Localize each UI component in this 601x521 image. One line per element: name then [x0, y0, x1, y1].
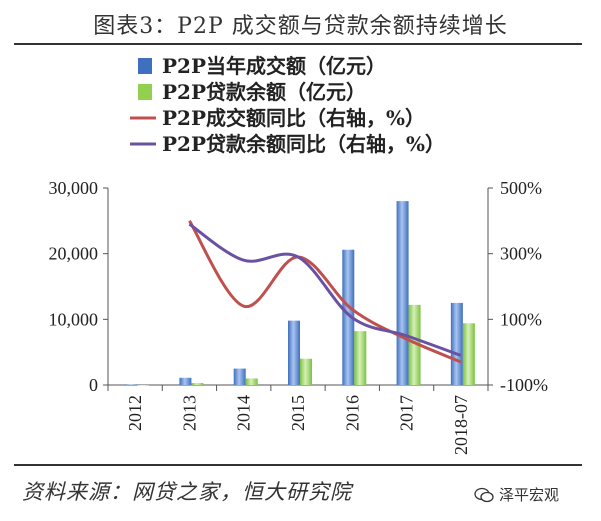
y-right-tick-label: 500% — [500, 178, 542, 198]
bar-loan-balance — [245, 378, 258, 385]
bar-loan-balance — [191, 383, 204, 385]
x-tick-label: 2015 — [288, 395, 308, 431]
bar-loan-balance — [137, 385, 150, 386]
legend-swatch-1 — [138, 84, 152, 100]
x-tick-label: 2017 — [397, 395, 417, 431]
watermark-text: 泽平宏观 — [499, 486, 560, 504]
bar-turnover — [233, 368, 246, 385]
wechat-icon — [474, 487, 494, 502]
bar-turnover — [125, 384, 138, 385]
y-right-tick-label: 300% — [500, 244, 542, 264]
bar-loan-balance — [354, 331, 367, 385]
legend-label-2: P2P成交额同比（右轴，%） — [162, 106, 425, 130]
line-loan-balance-yoy — [188, 222, 462, 357]
y-left-tick-label: 0 — [89, 375, 98, 395]
x-tick-label: 2013 — [179, 395, 199, 431]
legend-label-1: P2P贷款余额（亿元） — [162, 80, 366, 104]
line-turnover-yoy — [188, 220, 462, 364]
source-note: 资料来源：网贷之家，恒大研究院 — [22, 480, 352, 504]
bar-turnover — [288, 320, 300, 385]
y-left-tick-label: 30,000 — [49, 178, 99, 198]
bars — [125, 201, 475, 386]
y-left-tick-label: 10,000 — [49, 309, 99, 329]
bottom-rule — [14, 464, 582, 466]
x-tick-label: 2012 — [125, 395, 145, 431]
watermark: 泽平宏观 — [474, 484, 559, 505]
x-tick-label: 2014 — [234, 395, 254, 431]
tick-labels: 0 10,000 20,000 30,000 -100% 100% 300% 500% 2012… — [49, 178, 549, 455]
y-left-tick-label: 20,000 — [49, 244, 99, 264]
legend-label-3: P2P贷款余额同比（右轴，%） — [162, 132, 445, 156]
legend-label-0: P2P当年成交额（亿元） — [162, 54, 386, 78]
bar-turnover — [450, 302, 463, 385]
bar-turnover — [342, 249, 355, 385]
legend: P2P当年成交额（亿元）P2P贷款余额（亿元）P2P成交额同比（右轴，%）P2P… — [130, 54, 445, 156]
bar-turnover — [396, 201, 409, 385]
chart-title: 图表3：P2P 成交额与贷款余额持续增长 — [93, 14, 508, 39]
top-rule — [14, 43, 582, 45]
bar-loan-balance — [300, 358, 312, 385]
x-tick-label: 2016 — [342, 395, 362, 431]
x-tick-label: 2018-07 — [451, 395, 471, 455]
legend-swatch-0 — [138, 58, 152, 74]
bar-loan-balance — [462, 323, 475, 385]
y-right-tick-label: 100% — [500, 309, 542, 329]
bar-turnover — [179, 377, 192, 385]
y-right-tick-label: -100% — [500, 375, 548, 395]
lines — [188, 220, 462, 364]
bar-loan-balance — [408, 304, 421, 385]
